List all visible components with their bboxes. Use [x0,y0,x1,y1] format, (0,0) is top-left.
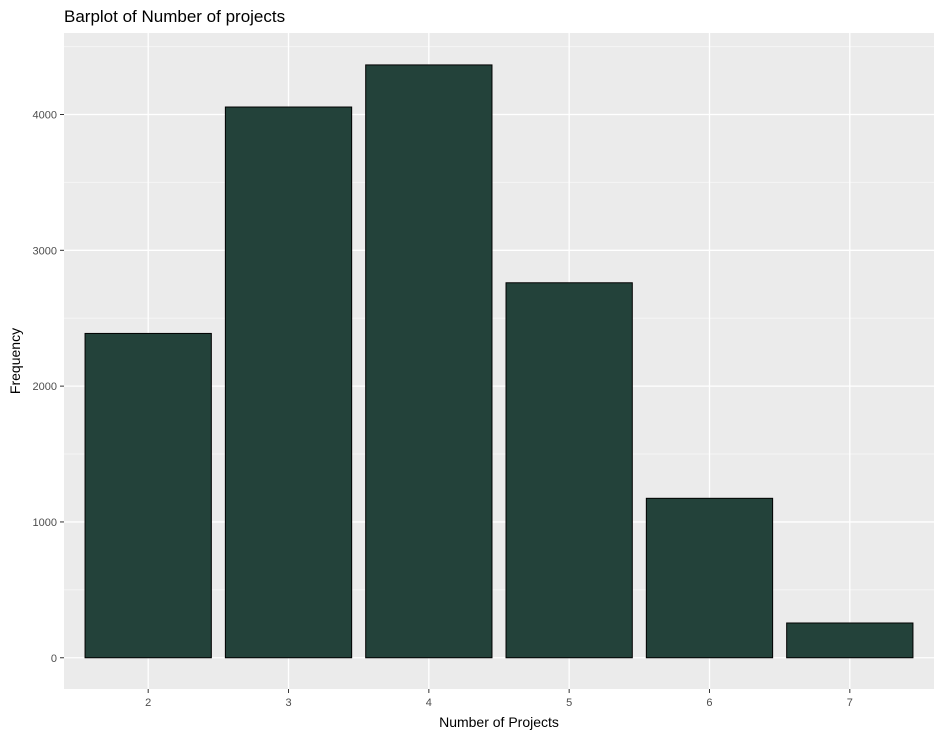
x-tick-label: 4 [426,697,432,709]
bar-6 [645,497,774,659]
x-tick-label: 3 [285,697,291,709]
y-tick-label: 4000 [33,109,57,121]
x-axis-ticks: 2 3 4 5 6 7 [145,689,853,709]
bar-4 [365,64,493,659]
bar-5 [505,282,633,659]
x-tick-label: 6 [706,697,712,709]
y-axis-ticks: 0 1000 2000 3000 4000 [33,109,64,665]
x-tick-label: 2 [145,697,151,709]
x-tick-label: 7 [847,697,853,709]
bar-7 [786,622,914,659]
x-tick-label: 5 [566,697,572,709]
bar-2 [84,332,212,659]
chart-title: Barplot of Number of projects [64,7,285,26]
y-tick-label: 1000 [33,517,57,529]
x-axis-title: Number of Projects [439,714,559,730]
bars [84,64,914,659]
y-tick-label: 0 [51,653,57,665]
y-axis-title: Frequency [7,328,23,394]
y-tick-label: 3000 [33,245,57,257]
y-tick-label: 2000 [33,381,57,393]
bar-3 [224,106,353,659]
